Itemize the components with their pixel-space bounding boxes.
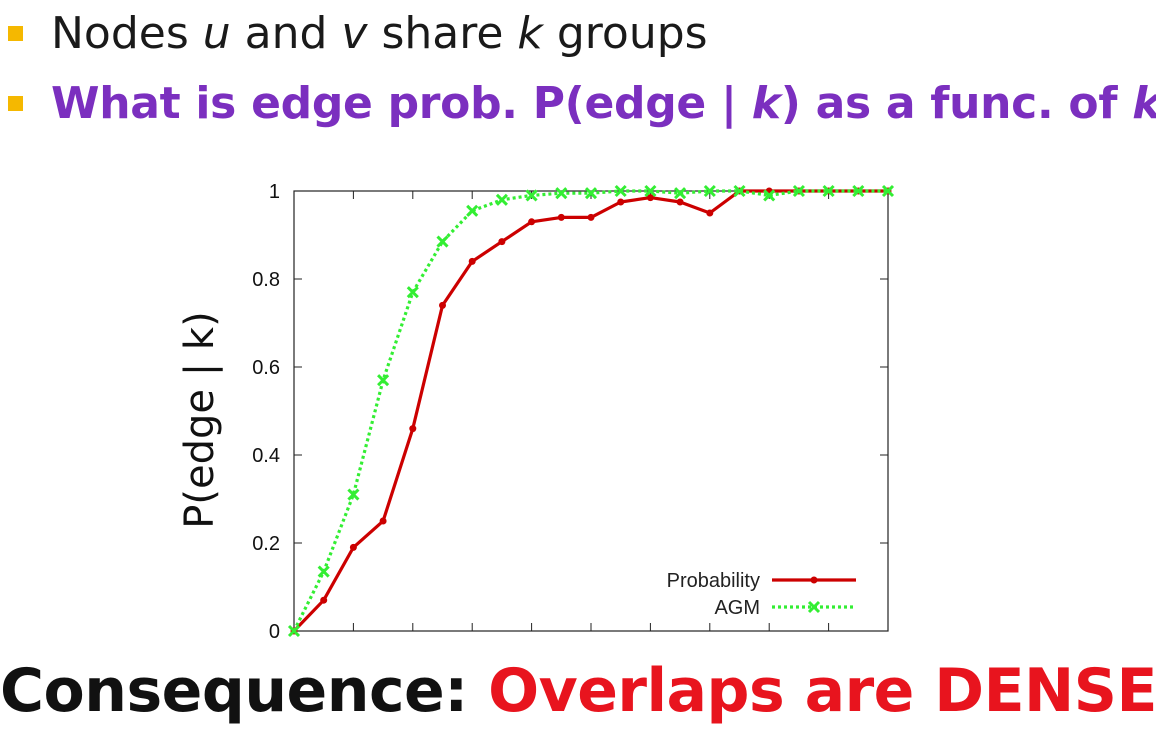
legend-label-probability: Probability (667, 570, 760, 592)
point-agm (377, 374, 390, 387)
point-agm (881, 184, 895, 198)
point-agm (466, 204, 479, 217)
point-probability (379, 517, 387, 525)
point-probability (587, 213, 595, 221)
consequence-text: Overlaps are DENSER! (488, 656, 1156, 726)
y-axis-label: P(edge | k) (177, 311, 223, 528)
consequence-statement: Consequence: Overlaps are DENSER! (0, 656, 1156, 726)
point-agm (495, 193, 508, 206)
point-probability (617, 198, 625, 206)
y-tick-label: 0.2 (252, 533, 280, 555)
series-line-probability (292, 189, 888, 633)
point-agm (852, 184, 865, 198)
point-agm (525, 189, 538, 202)
point-agm (317, 565, 330, 578)
point-agm (584, 187, 598, 200)
point-probability (676, 198, 684, 206)
bullet1-text: Nodes u and v share k groups (51, 8, 708, 59)
bullet-nodes-share-groups: Nodes u and v share k groups (8, 8, 708, 59)
point-agm (763, 189, 776, 202)
point-probability (409, 425, 417, 433)
point-probability (706, 209, 714, 217)
point-agm (614, 184, 627, 198)
bullet-edge-prob-question: What is edge prob. P(edge | k) as a func… (8, 78, 1156, 129)
y-tick-label: 0.4 (252, 445, 280, 467)
point-agm (287, 624, 301, 638)
point-agm (347, 488, 360, 501)
point-probability (646, 194, 654, 202)
point-probability (349, 543, 357, 551)
point-agm (406, 286, 419, 299)
bullet2-text: What is edge prob. P(edge | k) as a func… (51, 78, 1156, 129)
point-probability (528, 218, 536, 226)
point-agm (436, 235, 449, 248)
y-tick-label: 0.6 (252, 357, 280, 379)
point-probability (557, 213, 565, 221)
point-probability (468, 257, 476, 265)
point-agm (703, 184, 716, 198)
consequence-label: Consequence: (0, 656, 468, 726)
bullet-marker (8, 96, 23, 111)
series-line-agm (292, 189, 888, 632)
point-agm (822, 184, 835, 198)
y-tick-label: 0 (269, 621, 280, 643)
point-agm (555, 187, 568, 200)
point-agm (733, 184, 746, 198)
point-probability (498, 238, 506, 246)
point-probability (320, 596, 328, 604)
point-agm (674, 187, 687, 200)
bullet-marker (8, 26, 23, 41)
plot-frame (293, 190, 889, 632)
point-agm (792, 184, 805, 198)
legend-marker-probability (810, 576, 818, 584)
y-tick-label: 1 (269, 181, 280, 203)
y-tick-label: 0.8 (252, 269, 280, 291)
legend-label-agm: AGM (714, 597, 760, 619)
point-agm (644, 184, 657, 198)
legend-marker-agm (807, 600, 821, 614)
point-probability (439, 301, 446, 309)
